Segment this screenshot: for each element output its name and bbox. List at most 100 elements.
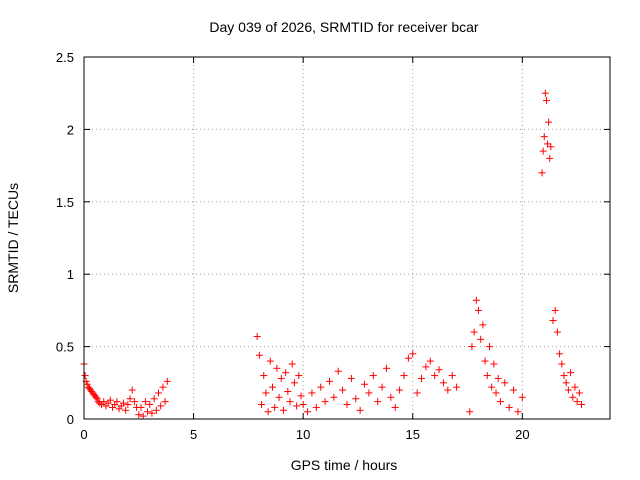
data-point: [266, 357, 274, 365]
data-point: [330, 393, 338, 401]
data-point: [492, 389, 500, 397]
data-point: [422, 363, 430, 371]
data-point: [262, 389, 270, 397]
data-point: [361, 380, 369, 388]
data-point: [483, 372, 491, 380]
data-point: [279, 406, 287, 414]
data-point: [538, 169, 546, 177]
data-point: [152, 406, 160, 414]
data-point: [549, 317, 557, 325]
data-point: [413, 389, 421, 397]
data-point: [293, 402, 301, 410]
data-point: [317, 383, 325, 391]
data-point: [575, 389, 583, 397]
x-tick-label: 10: [296, 427, 310, 442]
data-point: [334, 367, 342, 375]
data-point: [448, 372, 456, 380]
data-point: [569, 393, 577, 401]
data-point: [343, 401, 351, 409]
tick-layer: 0 5 10 15 20 0 0.5 1 1.5 2 2.5: [56, 50, 610, 442]
data-point: [255, 351, 263, 359]
data-point: [387, 393, 395, 401]
data-point: [130, 398, 138, 406]
data-point: [558, 360, 566, 368]
data-point: [93, 395, 101, 403]
data-point: [551, 306, 559, 314]
data-point: [400, 372, 408, 380]
plot-frame: [83, 56, 611, 420]
data-point: [275, 393, 283, 401]
data-point: [496, 398, 504, 406]
data-point: [297, 392, 305, 400]
data-point: [137, 403, 145, 411]
data-point: [547, 143, 555, 151]
y-tick-label: 0: [67, 412, 74, 427]
data-point: [308, 389, 316, 397]
data-point: [481, 357, 489, 365]
data-point: [545, 118, 553, 126]
data-point: [510, 386, 518, 394]
data-point: [490, 360, 498, 368]
data-point: [567, 369, 575, 377]
data-point: [475, 306, 482, 314]
data-point: [541, 89, 549, 97]
data-point: [426, 357, 434, 365]
data-point: [282, 369, 290, 377]
data-point: [409, 350, 417, 358]
data-point: [260, 372, 268, 380]
data-point: [150, 395, 158, 403]
data-point: [295, 372, 303, 380]
data-point: [288, 360, 296, 368]
data-point: [159, 383, 167, 391]
data-point: [518, 393, 526, 401]
data-point: [444, 386, 452, 394]
data-point: [264, 408, 272, 416]
data-point: [148, 409, 156, 417]
y-tick-label: 2: [67, 122, 74, 137]
x-tick-label: 15: [406, 427, 420, 442]
data-point: [382, 364, 390, 372]
y-tick-label: 1.5: [56, 195, 74, 210]
y-tick-label: 0.5: [56, 340, 74, 355]
data-point: [163, 377, 171, 385]
data-point: [494, 374, 502, 382]
data-point: [268, 383, 276, 391]
data-point: [485, 343, 493, 351]
data-point: [81, 372, 89, 380]
data-point: [286, 398, 294, 406]
data-point: [365, 389, 373, 397]
data-point: [378, 383, 386, 391]
data-point: [560, 372, 568, 380]
data-point: [124, 401, 132, 409]
data-point: [126, 395, 134, 403]
x-tick-label: 5: [190, 427, 197, 442]
data-point: [479, 321, 487, 329]
data-point: [128, 386, 136, 394]
data-point: [374, 398, 382, 406]
data-point: [113, 398, 121, 406]
data-point: [356, 406, 364, 414]
data-point: [339, 386, 347, 394]
data-point: [396, 386, 404, 394]
data-point: [277, 374, 285, 382]
data-point: [271, 403, 279, 411]
chart-title: Day 039 of 2026, SRMTID for receiver bca…: [209, 19, 479, 35]
data-point: [578, 401, 586, 409]
data-point: [273, 364, 281, 372]
data-point: [83, 380, 91, 388]
data-point: [253, 332, 261, 340]
data-point: [439, 379, 447, 387]
data-point: [453, 383, 461, 391]
x-tick-label: 20: [515, 427, 529, 442]
data-point: [284, 387, 292, 395]
data-point: [539, 147, 547, 155]
data-point: [466, 408, 474, 416]
data-point: [321, 398, 329, 406]
data-point: [553, 328, 561, 336]
data-point: [431, 372, 439, 380]
data-point: [404, 354, 412, 362]
data-point: [514, 408, 522, 416]
data-point: [562, 379, 570, 387]
data-point: [157, 402, 165, 410]
